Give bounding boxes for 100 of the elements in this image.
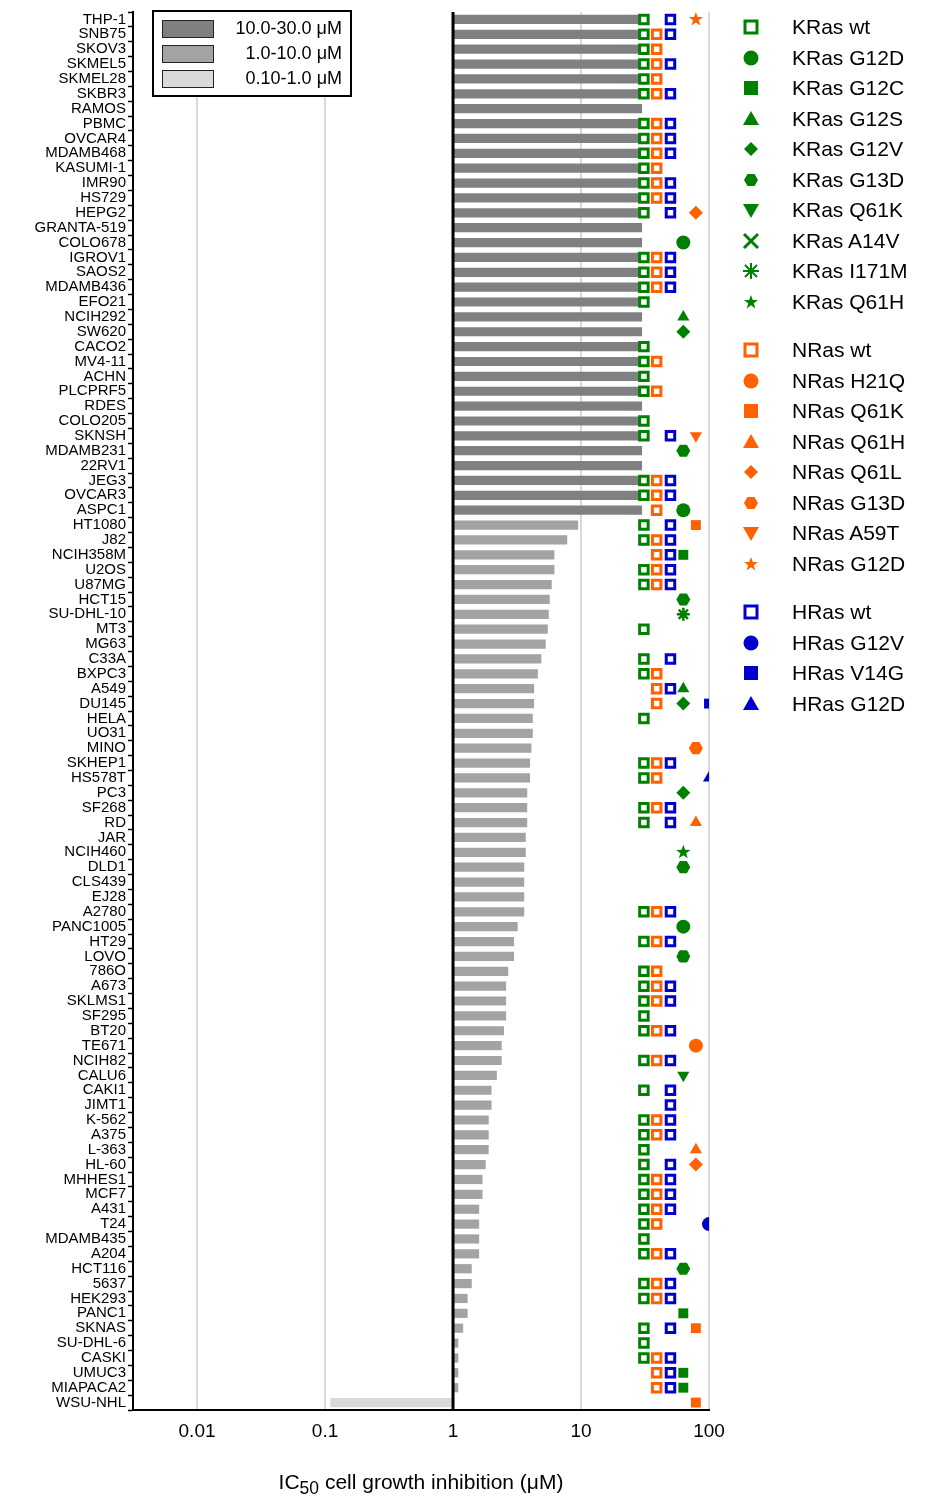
legend-label: NRas G13D bbox=[792, 490, 906, 515]
bar bbox=[453, 922, 518, 932]
bar bbox=[453, 862, 525, 872]
y-tick-label: JEG3 bbox=[88, 470, 126, 488]
y-tick-label: L-363 bbox=[87, 1139, 126, 1157]
y-tick-label: T24 bbox=[100, 1214, 126, 1232]
bar bbox=[453, 1189, 483, 1199]
bar bbox=[453, 1234, 480, 1244]
y-tick-label: OVCAR3 bbox=[64, 485, 126, 503]
y-tick-label: MG63 bbox=[85, 634, 126, 652]
y-tick-label: COLO678 bbox=[58, 232, 126, 250]
legend-label: 10.0-30.0 μM bbox=[234, 18, 343, 39]
x-tick-label: 0.01 bbox=[178, 1419, 216, 1441]
y-tick-label: IMR90 bbox=[81, 173, 126, 191]
bar bbox=[453, 535, 568, 545]
y-tick-label: A673 bbox=[90, 976, 126, 994]
bar bbox=[453, 996, 507, 1006]
x-tick-label: 100 bbox=[693, 1419, 725, 1441]
y-tick-label: CACO2 bbox=[74, 336, 126, 354]
legend-label: 1.0-10.0 μM bbox=[244, 43, 343, 64]
y-tick-label: A549 bbox=[90, 678, 126, 696]
legend-label: KRas A14V bbox=[792, 228, 900, 253]
bar bbox=[453, 1130, 489, 1140]
y-tick-label: OVCAR4 bbox=[64, 128, 126, 146]
y-tick-label: SNB75 bbox=[78, 24, 126, 42]
bar bbox=[453, 104, 643, 114]
bar bbox=[453, 550, 555, 560]
y-tick-label: HEK293 bbox=[70, 1288, 126, 1306]
bar bbox=[453, 1219, 480, 1229]
bar bbox=[453, 1011, 507, 1021]
y-tick-label: A431 bbox=[90, 1199, 126, 1217]
bar bbox=[453, 847, 526, 857]
x-tick-label: 10 bbox=[570, 1419, 592, 1441]
bar bbox=[453, 966, 509, 976]
bar bbox=[453, 565, 555, 575]
y-tick-label: PANC1005 bbox=[52, 916, 126, 934]
legend-label: NRas Q61H bbox=[792, 429, 906, 454]
y-tick-label: RD bbox=[104, 812, 127, 830]
legend-label: KRas I171M bbox=[792, 259, 908, 284]
y-tick-label: RAMOS bbox=[70, 98, 126, 116]
legend-label: HRas G12V bbox=[792, 630, 905, 655]
y-tick-label: SKMEL5 bbox=[66, 54, 126, 72]
bar bbox=[453, 624, 548, 634]
legend-label: KRas wt bbox=[792, 15, 871, 40]
y-tick-label: DLD1 bbox=[87, 857, 126, 875]
y-tick-label: PBMC bbox=[82, 113, 127, 131]
bar bbox=[453, 1026, 504, 1036]
bar bbox=[453, 446, 643, 456]
bar bbox=[453, 520, 579, 530]
y-tick-label: GRANTA-519 bbox=[34, 217, 126, 235]
bar bbox=[453, 773, 531, 783]
y-tick-label: ASPC1 bbox=[76, 500, 126, 518]
legend-label: NRas H21Q bbox=[792, 368, 906, 393]
y-tick-label: ACHN bbox=[83, 366, 126, 384]
legend-label: KRas G12V bbox=[792, 137, 903, 162]
bar bbox=[453, 788, 528, 798]
y-tick-label: MINO bbox=[86, 738, 126, 756]
y-tick-label: U2OS bbox=[85, 559, 126, 577]
y-tick-label: CLS439 bbox=[71, 872, 126, 890]
y-tick-label: MCF7 bbox=[85, 1184, 126, 1202]
y-tick-label: MT3 bbox=[96, 619, 126, 637]
bar bbox=[453, 698, 535, 709]
y-tick-label: RDES bbox=[84, 396, 126, 414]
y-tick-label: SU-DHL-6 bbox=[56, 1333, 126, 1351]
y-tick-label: A375 bbox=[90, 1125, 126, 1142]
legend-label: KRas Q61H bbox=[792, 289, 905, 314]
bar bbox=[453, 327, 643, 337]
bar bbox=[453, 981, 507, 991]
y-tick-label: MDAMB436 bbox=[45, 277, 126, 295]
bar bbox=[453, 684, 535, 694]
bar bbox=[453, 594, 550, 605]
y-tick-label: PLCPRF5 bbox=[58, 381, 126, 399]
bar bbox=[453, 1174, 483, 1185]
legend-label: KRas G12C bbox=[792, 76, 905, 101]
y-tick-label: THP-1 bbox=[82, 9, 126, 27]
bar bbox=[453, 1115, 489, 1125]
x-axis-title: IC$_{50}$ cell growth inhibition (μM) bbox=[278, 1470, 564, 1500]
bar bbox=[453, 817, 528, 828]
bar bbox=[453, 1204, 480, 1214]
y-tick-label: 5637 bbox=[92, 1273, 126, 1291]
y-tick-label: SKLMS1 bbox=[66, 991, 126, 1009]
y-tick-label: MHHES1 bbox=[63, 1169, 126, 1187]
y-tick-label: HL-60 bbox=[85, 1154, 126, 1172]
legend-label: HRas V14G bbox=[792, 661, 905, 686]
y-tick-label: K-562 bbox=[85, 1110, 126, 1128]
bar bbox=[453, 1085, 492, 1095]
y-tick-label: COLO205 bbox=[58, 411, 126, 429]
y-tick-label: MIAPACA2 bbox=[51, 1377, 126, 1395]
bar bbox=[453, 951, 515, 961]
bar bbox=[453, 223, 643, 233]
bar bbox=[453, 401, 643, 411]
bar bbox=[453, 758, 531, 768]
y-tick-label: LOVO bbox=[84, 946, 126, 964]
bar bbox=[453, 609, 549, 619]
y-tick-label: CAKI1 bbox=[82, 1080, 126, 1098]
y-tick-label: WSU-NHL bbox=[56, 1392, 126, 1410]
y-tick-label: U87MG bbox=[74, 574, 126, 592]
bar bbox=[453, 936, 515, 947]
y-tick-label: SKHEP1 bbox=[66, 753, 126, 771]
y-tick-label: HT1080 bbox=[72, 515, 126, 533]
